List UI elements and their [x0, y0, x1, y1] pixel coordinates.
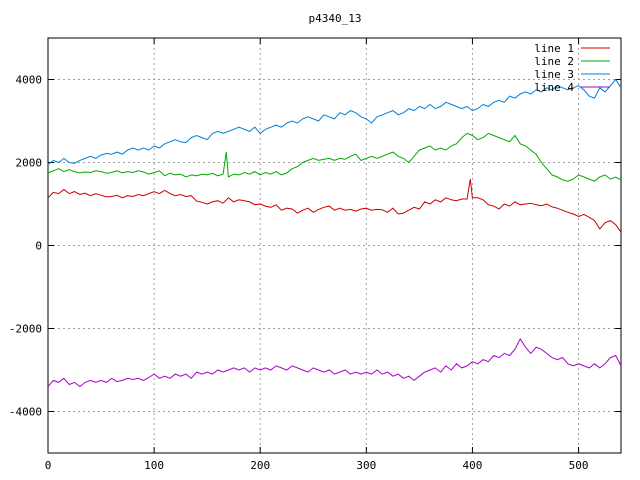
legend-label: line 2: [534, 55, 574, 68]
legend-label: line 3: [534, 68, 574, 81]
x-tick-label: 0: [45, 459, 52, 472]
y-tick-label: 0: [35, 240, 42, 253]
x-tick-label: 300: [356, 459, 376, 472]
x-tick-label: 500: [569, 459, 589, 472]
y-tick-label: 4000: [16, 74, 43, 87]
x-tick-label: 100: [144, 459, 164, 472]
x-tick-label: 200: [250, 459, 270, 472]
x-tick-label: 400: [463, 459, 483, 472]
y-tick-label: -2000: [9, 323, 42, 336]
y-tick-label: -4000: [9, 406, 42, 419]
series-group: [47, 78, 622, 388]
series-line-4: [47, 337, 622, 388]
legend-label: line 4: [534, 81, 574, 94]
grid: [48, 38, 621, 453]
axis-ticks: 0 100 200 300 400 500 -4000 -2000 0 2000 4000: [9, 38, 621, 472]
series-line-1: [47, 179, 622, 233]
legend-label: line 1: [534, 42, 574, 55]
y-tick-label: 2000: [16, 157, 43, 170]
chart-title: p4340_13: [309, 12, 362, 25]
series-line-2: [47, 132, 622, 182]
series-line-3: [47, 78, 622, 165]
